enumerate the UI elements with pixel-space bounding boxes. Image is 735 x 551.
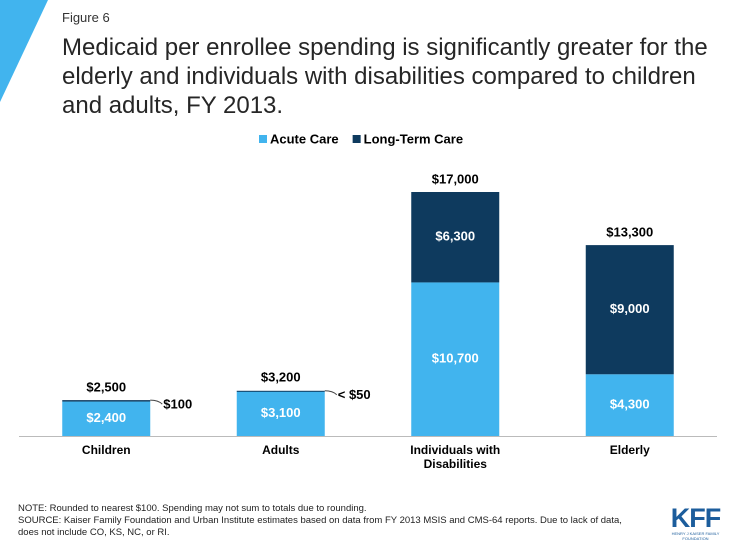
- x-tick-label: Elderly: [609, 443, 650, 457]
- bar-segment: [411, 282, 500, 436]
- total-label: $2,500: [86, 380, 126, 395]
- value-label: $9,000: [610, 301, 650, 316]
- source: SOURCE: Kaiser Family Foundation and Urb…: [18, 515, 622, 538]
- total-label: $17,000: [432, 171, 479, 186]
- value-label: $10,700: [432, 351, 479, 366]
- corner-accent: [0, 0, 48, 102]
- bar-segment: [585, 245, 674, 375]
- notes: NOTE: Rounded to nearest $100. Spending …: [18, 503, 628, 539]
- logo: KFF HENRY J KAISER FAMILY FOUNDATION: [668, 503, 723, 542]
- chart-title: Medicaid per enrollee spending is signif…: [62, 34, 708, 119]
- legend-swatch: [352, 135, 361, 143]
- bar-segment: [62, 400, 151, 402]
- bar-segment: [236, 390, 325, 392]
- bar-segment: [236, 391, 325, 436]
- x-tick-label: Individuals with Disabilities: [410, 443, 501, 471]
- logo-text: KFF: [670, 503, 721, 533]
- legend-label: Long-Term Care: [364, 131, 463, 146]
- value-label: $3,100: [261, 405, 301, 420]
- total-label: $13,300: [606, 225, 653, 240]
- value-label: $100: [163, 397, 192, 412]
- logo-subtext: HENRY J KAISER FAMILY FOUNDATION: [671, 531, 720, 541]
- x-tick-label: Adults: [262, 443, 300, 457]
- bar-segment: [411, 192, 500, 283]
- note: NOTE: Rounded to nearest $100. Spending …: [18, 503, 367, 514]
- total-label: $3,200: [261, 370, 301, 385]
- bar-segment: [585, 374, 674, 436]
- value-label: $6,300: [435, 229, 475, 244]
- legend-label: Acute Care: [270, 131, 339, 146]
- value-label: $2,400: [86, 410, 126, 425]
- legend-swatch: [259, 135, 267, 143]
- value-label: < $50: [338, 387, 371, 402]
- label-connector: [150, 399, 163, 405]
- label-connector: [324, 390, 338, 396]
- bar-segment: [62, 401, 151, 436]
- x-tick-label: Children: [81, 443, 131, 457]
- figure-label: Figure 6: [62, 10, 110, 25]
- value-label: $4,300: [610, 397, 650, 412]
